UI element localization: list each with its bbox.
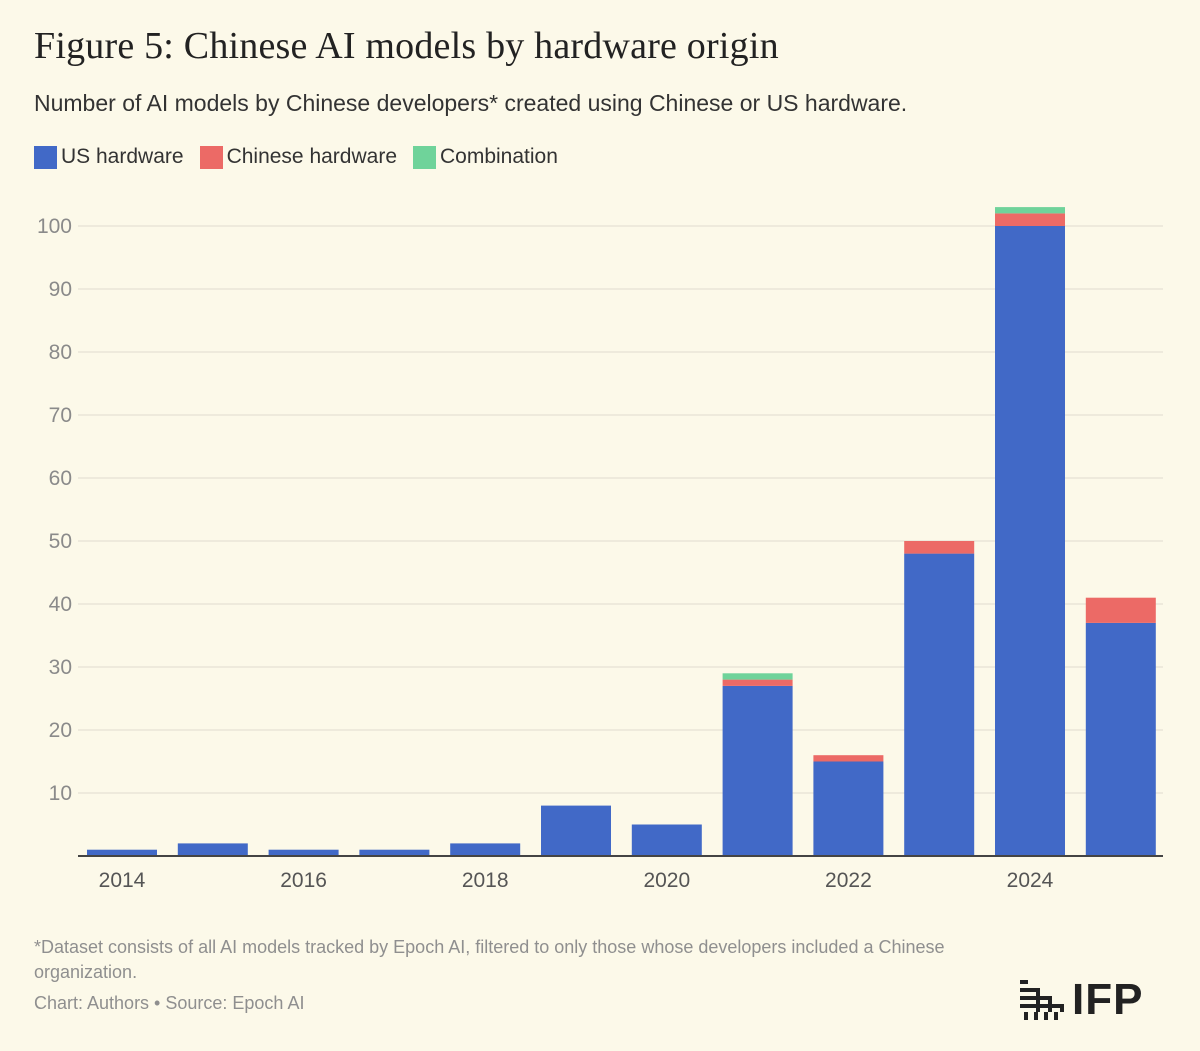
y-tick-label: 70 bbox=[49, 404, 72, 427]
bar-us-2020 bbox=[631, 824, 702, 856]
bar-chart: 10 20 30 40 50 60 70 80 90 100 2014 2016 2018 2020 202… bbox=[37, 207, 1163, 892]
x-tick-label: 2024 bbox=[1007, 869, 1054, 892]
bar-us-2024 bbox=[995, 226, 1065, 856]
x-tick-label: 2018 bbox=[462, 869, 509, 892]
chart-title: Figure 5: Chinese AI models by hardware … bbox=[34, 25, 779, 67]
y-tick-label: 30 bbox=[49, 656, 72, 679]
ifp-logo-text: IFP bbox=[1072, 975, 1144, 1024]
x-tick-label: 2014 bbox=[99, 869, 146, 892]
x-tick-label: 2020 bbox=[643, 869, 690, 892]
y-tick-label: 40 bbox=[49, 593, 72, 616]
y-tick-label: 10 bbox=[49, 782, 72, 805]
ifp-logo-icon bbox=[1020, 980, 1064, 1020]
y-tick-label: 80 bbox=[49, 341, 72, 364]
bar-us-2018 bbox=[450, 843, 521, 856]
bar-chinese-2021 bbox=[722, 679, 793, 686]
x-tick-label: 2022 bbox=[825, 869, 872, 892]
bar-us-2017 bbox=[359, 849, 430, 856]
legend-item-chinese: Chinese hardware bbox=[199, 145, 397, 169]
y-tick-label: 20 bbox=[49, 719, 72, 742]
legend-swatch-us bbox=[34, 145, 57, 169]
bar-chinese-2023 bbox=[904, 541, 975, 554]
legend-swatch-combination bbox=[413, 145, 436, 169]
bar-us-2021 bbox=[722, 685, 793, 856]
bar-chinese-2024 bbox=[995, 213, 1065, 226]
bar-us-2015 bbox=[177, 843, 248, 856]
legend: US hardware Chinese hardware Combination bbox=[34, 145, 558, 169]
bar-us-2022 bbox=[813, 761, 884, 856]
legend-label-combination: Combination bbox=[440, 145, 558, 168]
bar-combination-2024 bbox=[995, 207, 1065, 214]
bar-us-2019 bbox=[541, 805, 611, 856]
y-tick-label: 100 bbox=[37, 215, 72, 238]
chart-credit: Chart: Authors • Source: Epoch AI bbox=[34, 993, 305, 1013]
legend-label-us: US hardware bbox=[61, 145, 184, 168]
bar-combination-2021 bbox=[722, 673, 793, 680]
y-tick-label: 90 bbox=[49, 278, 72, 301]
bar-us-2023 bbox=[904, 553, 975, 856]
footnote: *Dataset consists of all AI models track… bbox=[34, 937, 945, 982]
bar-us-2025 bbox=[1085, 622, 1156, 856]
legend-item-us: US hardware bbox=[34, 145, 184, 169]
legend-item-combination: Combination bbox=[413, 145, 558, 169]
y-tick-label: 50 bbox=[49, 530, 72, 553]
ifp-logo: IFP bbox=[1020, 975, 1143, 1025]
legend-label-chinese: Chinese hardware bbox=[226, 145, 397, 168]
legend-swatch-chinese bbox=[199, 145, 223, 169]
bar-us-2016 bbox=[268, 849, 339, 856]
bar-chinese-2025 bbox=[1085, 597, 1156, 623]
x-tick-label: 2016 bbox=[280, 869, 327, 892]
y-tick-label: 60 bbox=[49, 467, 72, 490]
chart-subtitle: Number of AI models by Chinese developer… bbox=[34, 90, 908, 116]
bar-chinese-2022 bbox=[813, 755, 884, 762]
bar-us-2014 bbox=[87, 849, 157, 856]
